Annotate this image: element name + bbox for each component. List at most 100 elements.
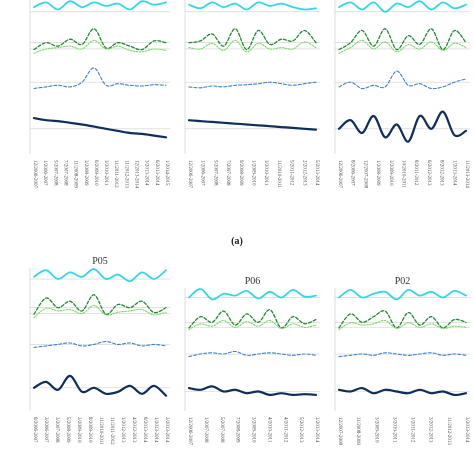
x-tick-label: 1/2006-2007	[200, 160, 205, 186]
x-tick-label: 1/2013-2014	[314, 417, 319, 443]
x-tick-label: 3/2012-2013	[428, 417, 433, 443]
x-tick-label: 11/2011-2012	[113, 160, 118, 188]
series-line-3	[33, 305, 167, 319]
series-line-1	[338, 0, 467, 13]
x-tick-label: 3/2013-2014	[164, 417, 169, 443]
series-line-2	[33, 28, 167, 51]
x-tick-label: 4/2011-2012	[282, 417, 287, 443]
x-tick-label: 6/2013-2014	[154, 160, 159, 186]
x-tick-label: 8/2011-2012	[413, 160, 418, 186]
x-tick-label: 8/2013-2014	[142, 417, 147, 443]
x-tick-label: 1/2012-2013	[120, 417, 125, 443]
x-tick-label: 12/2006-2007	[187, 160, 192, 189]
series-line-5	[32, 374, 168, 397]
panel-title: P02	[395, 276, 411, 287]
panel-bottom-3: P02 12/2007-2008 11/2008-2009 3/2009-2010 3/…	[334, 276, 470, 446]
x-tick-label: 4/2012-2013	[131, 417, 136, 443]
x-tick-label: 3/2007-2008	[54, 417, 59, 443]
x-tick-label: 11/2008-2009	[355, 417, 360, 445]
panel-title: P05	[92, 256, 108, 267]
x-tick-label: 1/2008-2009	[375, 160, 380, 186]
x-tick-label: 7/2007-2008	[62, 160, 67, 186]
x-tick-label: 11/2012-2013	[446, 417, 451, 445]
series-line-1	[338, 288, 467, 301]
x-tick-label: 5/2011-2012	[289, 160, 294, 186]
x-tick-label: 11/2008-2009	[73, 160, 78, 188]
x-tick-label: 4/2010-2011	[266, 417, 271, 443]
x-tick-label: 11/2011-2012	[109, 417, 114, 445]
panel-bottom-1: P05 8/2006-2007 3/2006-2007 3/2007-2008 5/20…	[29, 256, 170, 445]
x-tick-label: 8/2006-2007	[32, 417, 37, 443]
x-tick-label: 1/2009-2010	[251, 160, 256, 186]
x-tick-label: 8/2012-2013	[439, 160, 444, 186]
series-line-2	[338, 28, 467, 51]
series-line-2	[188, 309, 317, 329]
series-line-2	[188, 28, 317, 51]
series-line-3	[338, 39, 467, 54]
x-tick-label: 11/2010-2011	[98, 417, 103, 445]
x-tick-label: 6/2012-2013	[426, 160, 431, 186]
x-tick-label: 1/2006-2007	[42, 160, 47, 186]
series-line-5	[32, 117, 168, 139]
x-tick-label: 5/2007-2008	[219, 417, 224, 443]
series-line-4	[33, 67, 167, 90]
x-tick-label: 3/2013-2014	[464, 417, 469, 443]
series-line-3	[188, 319, 317, 331]
x-tick-label: 1/2013-2014	[451, 160, 456, 186]
x-tick-label: 1/2011-2012	[410, 417, 415, 443]
x-tick-label: 3/2010-2011	[103, 160, 108, 186]
x-tick-label: 5/2007-2008	[52, 160, 57, 186]
series-line-5	[187, 119, 318, 131]
x-tick-label: 7/2007-2008	[225, 160, 230, 186]
x-tick-label: 1/2007-2008	[203, 417, 208, 443]
series-line-3	[33, 39, 167, 54]
series-line-2	[338, 310, 467, 329]
series-line-1	[33, 0, 167, 11]
x-tick-label: 7/2008-2009	[235, 417, 240, 443]
x-tick-label: 3/2010-2011	[391, 417, 396, 443]
x-tick-label: 5/2013-2014	[314, 160, 319, 186]
x-tick-label: 3/2006-2007	[43, 417, 48, 443]
figure-label-a: (a)	[231, 236, 243, 247]
x-tick-label: 6/2009-2010	[93, 160, 98, 186]
series-line-5	[337, 110, 468, 143]
series-line-1	[33, 268, 167, 283]
x-tick-label: 5/2012-2013	[298, 417, 303, 443]
series-line-4	[338, 70, 467, 90]
x-tick-label: 11/2012-2013	[123, 160, 128, 188]
x-tick-label: 3/2008-2009	[83, 160, 88, 186]
x-tick-label: 8/2006-2007	[350, 160, 355, 186]
x-tick-label: 5/2007-2008	[212, 160, 217, 186]
x-tick-label: 5/2008-2009	[65, 417, 70, 443]
x-tick-label: 12/2006-2007	[32, 160, 37, 189]
x-tick-label: 10/2010-2011	[401, 160, 406, 188]
x-tick-label: 3/2009-2010	[373, 417, 378, 443]
panels-layer: 12/2006-2007 1/2006-2007 5/2007-2008 7/2007…	[29, 0, 470, 446]
series-line-1	[188, 1, 317, 11]
x-tick-label: 12/2007-2008	[337, 417, 342, 446]
x-tick-label: 8/2009-2010	[87, 417, 92, 443]
panel-top-1: 12/2006-2007 1/2006-2007 5/2007-2008 7/2007…	[29, 0, 170, 189]
panel-top-2: 12/2006-2007 1/2006-2007 5/2007-2008 7/2007…	[184, 0, 320, 189]
x-tick-label: 12/2006-2007	[187, 417, 192, 446]
x-tick-label: 3/2013-2014	[144, 160, 149, 186]
x-tick-label: 11/2010-2011	[276, 160, 281, 188]
panel-top-3: 12/2006-2007 8/2006-2007 12/2007-2008 1/200…	[334, 0, 470, 189]
panel-bottom-2: P06 12/2006-2007 1/2007-2008 5/2007-2008 7/2…	[184, 276, 320, 446]
series-line-4	[188, 350, 317, 358]
x-tick-label: 9/2008-2009	[238, 160, 243, 186]
series-line-2	[33, 294, 167, 315]
series-line-5	[337, 386, 468, 397]
series-line-5	[187, 385, 318, 397]
x-tick-label: 1/2013-2014	[153, 417, 158, 443]
x-tick-label: 3/2009-2010	[388, 160, 393, 186]
panel-title: P06	[245, 276, 261, 287]
series-line-4	[188, 81, 317, 89]
x-tick-label: 12/2006-2007	[337, 160, 342, 189]
x-tick-label: 12/2007-2008	[362, 160, 367, 189]
series-line-3	[338, 319, 467, 331]
series-line-4	[33, 340, 167, 348]
series-line-3	[188, 39, 317, 53]
x-tick-label: 12/2013-2014	[134, 160, 139, 189]
